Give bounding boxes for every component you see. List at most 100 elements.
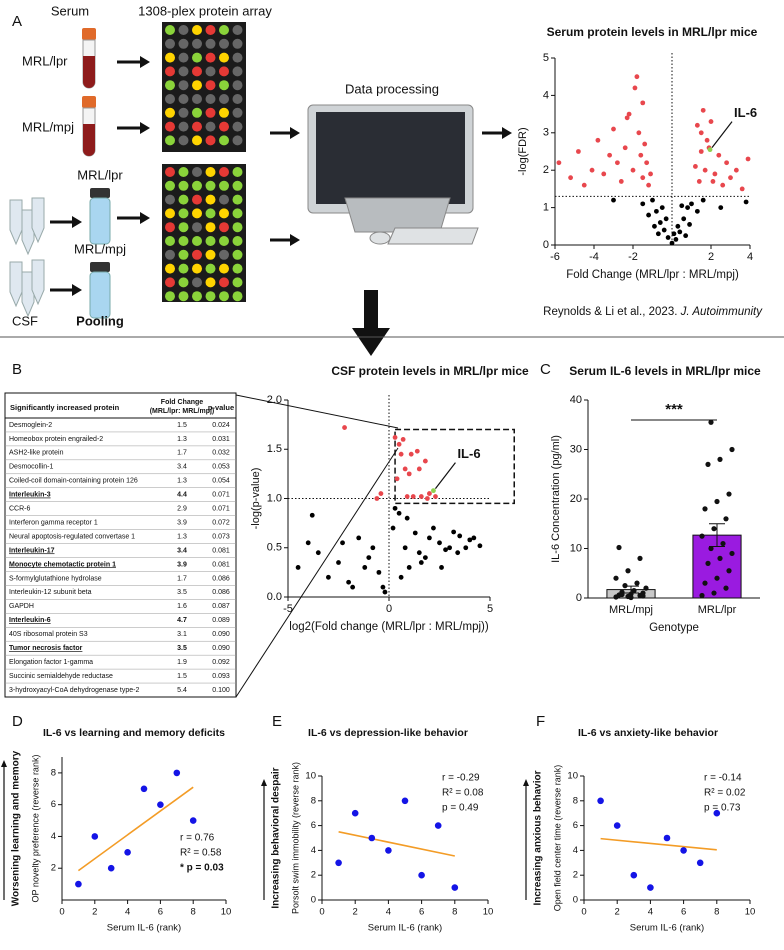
x-tick-label: 4 (648, 907, 653, 918)
stat: r = 0.76 (180, 833, 215, 844)
data-point (443, 547, 448, 553)
x-tick-label: 6 (681, 907, 686, 918)
panel-label: B (12, 361, 22, 378)
x-tick-label: 10 (483, 907, 494, 918)
panel-label: C (540, 361, 551, 378)
y-tick-label: 8 (573, 795, 578, 806)
data-point (416, 550, 422, 556)
array-dot (192, 66, 202, 77)
table-cell: 4.4 (177, 492, 187, 499)
data-point (422, 458, 428, 464)
table-cell: Interleukin-6 (9, 617, 51, 624)
array-dot (232, 236, 243, 246)
array-dot (192, 180, 202, 191)
data-point (743, 199, 749, 205)
y-tick-label: 20 (570, 493, 582, 505)
y-tick-label: 8 (311, 795, 316, 806)
array-dot (232, 194, 243, 205)
table-cell: Desmoglein-2 (9, 422, 52, 429)
array-dot (219, 94, 229, 104)
data-point (309, 512, 315, 518)
array-dot (232, 249, 243, 260)
array-dot (192, 80, 202, 91)
data-point (622, 583, 628, 589)
significance: *** (665, 401, 683, 418)
fit-line (338, 831, 455, 857)
stat: r = -0.29 (442, 773, 480, 784)
array-dot (178, 167, 189, 177)
array-dot (178, 222, 189, 233)
data-point (404, 494, 410, 499)
table-cell: 0.032 (212, 450, 230, 457)
array-dot (192, 121, 202, 132)
array-dot (219, 249, 229, 260)
x-tick-label: 10 (745, 907, 756, 918)
data-point (640, 175, 646, 181)
table-cell: 0.100 (212, 687, 230, 694)
array-dot (192, 236, 202, 246)
panel-label: F (536, 713, 545, 730)
data-point (723, 585, 729, 591)
data-point (581, 182, 587, 188)
table-cell: Succinic semialdehyde reductase (9, 673, 113, 680)
table-cell: Tumor necrosis factor (9, 645, 83, 652)
array-dot (205, 263, 216, 274)
data-point (673, 236, 679, 242)
data-point (717, 456, 723, 462)
array-dot (232, 180, 243, 191)
array-dot (192, 135, 202, 146)
data-point (401, 797, 409, 805)
x-tick-label: 4 (747, 251, 753, 263)
array-dot (192, 38, 202, 49)
y-tick-label: 0.0 (267, 591, 282, 603)
data-point (696, 179, 702, 184)
table: Significantly increased protein Fold Chan… (5, 399, 236, 694)
data-point (433, 494, 438, 499)
data-point (611, 126, 616, 132)
data-point (342, 425, 347, 430)
data-point (618, 179, 624, 184)
table-cell: 0.092 (212, 659, 230, 666)
array-dot (178, 80, 189, 91)
array-dot (205, 208, 216, 219)
table-cell: 0.090 (212, 631, 230, 638)
data-point (350, 584, 356, 590)
x-tick-label: 2 (353, 907, 358, 918)
data-point (648, 171, 653, 177)
array-dot (192, 107, 202, 118)
data-point (636, 130, 642, 136)
data-point (622, 145, 628, 151)
y-tick-label: 4 (311, 845, 316, 856)
data-point (366, 555, 372, 560)
data-point (628, 594, 634, 601)
x-tick-label: 2 (92, 907, 97, 918)
data-point (630, 871, 638, 879)
array-dot (232, 222, 243, 233)
data-point (726, 491, 732, 497)
data-point (408, 451, 414, 457)
y-tick-label: 6 (573, 820, 578, 831)
array (162, 164, 246, 302)
array-dot (219, 80, 229, 91)
array-dot (205, 80, 216, 91)
array-dot (165, 121, 175, 132)
data-point (619, 591, 625, 598)
data-point (362, 565, 368, 570)
data-point (451, 529, 457, 535)
table-cell: 0.089 (212, 617, 230, 624)
x-tick-label: 2 (615, 907, 620, 918)
array-dot (165, 25, 175, 35)
array-dot (205, 25, 216, 35)
array-dot (178, 277, 189, 288)
data-point (422, 555, 428, 560)
table-cell: 0.071 (212, 492, 230, 499)
data-point (455, 550, 461, 556)
array-dot (219, 194, 229, 205)
array-dot (205, 222, 216, 233)
data-point (613, 822, 621, 829)
data-point (424, 496, 430, 501)
processing-label: Data processing (345, 81, 439, 96)
array-dot (165, 180, 175, 191)
array-dot (205, 194, 216, 205)
data-point (613, 575, 619, 581)
